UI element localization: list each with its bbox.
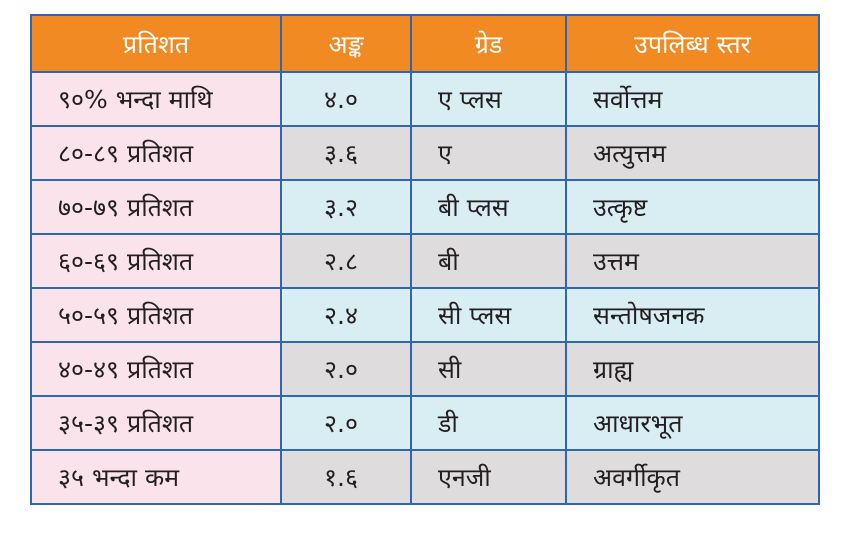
cell-percent: ६०-६९ प्रतिशत xyxy=(30,233,282,289)
header-grade: ग्रेड xyxy=(410,14,567,73)
table-row: ६०-६९ प्रतिशत २.८ बी उत्तम xyxy=(30,233,820,289)
cell-level: सर्वोत्तम xyxy=(565,71,820,127)
cell-percent: ४०-४९ प्रतिशत xyxy=(30,341,282,397)
header-points: अङ्क xyxy=(280,14,412,73)
cell-percent: ३५ भन्दा कम xyxy=(30,449,282,505)
table-body: ९०% भन्दा माथि ४.० ए प्लस सर्वोत्तम ८०-८… xyxy=(30,71,820,505)
table-row: ३५-३९ प्रतिशत २.० डी आधारभूत xyxy=(30,395,820,451)
table-row: ४०-४९ प्रतिशत २.० सी ग्राह्य xyxy=(30,341,820,397)
header-percent: प्रतिशत xyxy=(30,14,282,73)
table-header: प्रतिशत अङ्क ग्रेड उपलिब्ध स्तर xyxy=(30,14,820,73)
cell-grade: एनजी xyxy=(410,449,567,505)
cell-level: सन्तोषजनक xyxy=(565,287,820,343)
cell-grade: सी प्लस xyxy=(410,287,567,343)
cell-grade: बी xyxy=(410,233,567,289)
cell-points: २.० xyxy=(280,341,412,397)
table-row: ८०-८९ प्रतिशत ३.६ ए अत्युत्तम xyxy=(30,125,820,181)
header-level: उपलिब्ध स्तर xyxy=(565,14,820,73)
cell-points: २.८ xyxy=(280,233,412,289)
grading-table: प्रतिशत अङ्क ग्रेड उपलिब्ध स्तर ९०% भन्द… xyxy=(30,14,820,505)
cell-percent: ९०% भन्दा माथि xyxy=(30,71,282,127)
cell-points: २.० xyxy=(280,395,412,451)
cell-grade: सी xyxy=(410,341,567,397)
cell-percent: ३५-३९ प्रतिशत xyxy=(30,395,282,451)
cell-level: अत्युत्तम xyxy=(565,125,820,181)
table-row: ९०% भन्दा माथि ४.० ए प्लस सर्वोत्तम xyxy=(30,71,820,127)
cell-grade: बी प्लस xyxy=(410,179,567,235)
cell-points: २.४ xyxy=(280,287,412,343)
header-row: प्रतिशत अङ्क ग्रेड उपलिब्ध स्तर xyxy=(30,14,820,73)
table-row: ७०-७९ प्रतिशत ३.२ बी प्लस उत्कृष्ट xyxy=(30,179,820,235)
cell-percent: ८०-८९ प्रतिशत xyxy=(30,125,282,181)
cell-percent: ७०-७९ प्रतिशत xyxy=(30,179,282,235)
cell-level: अवर्गीकृत xyxy=(565,449,820,505)
cell-level: ग्राह्य xyxy=(565,341,820,397)
cell-percent: ५०-५९ प्रतिशत xyxy=(30,287,282,343)
cell-level: आधारभूत xyxy=(565,395,820,451)
cell-points: १.६ xyxy=(280,449,412,505)
table-row: ३५ भन्दा कम १.६ एनजी अवर्गीकृत xyxy=(30,449,820,505)
cell-points: ३.६ xyxy=(280,125,412,181)
table-row: ५०-५९ प्रतिशत २.४ सी प्लस सन्तोषजनक xyxy=(30,287,820,343)
cell-grade: ए xyxy=(410,125,567,181)
cell-grade: डी xyxy=(410,395,567,451)
cell-points: ३.२ xyxy=(280,179,412,235)
cell-points: ४.० xyxy=(280,71,412,127)
cell-level: उत्कृष्ट xyxy=(565,179,820,235)
cell-level: उत्तम xyxy=(565,233,820,289)
cell-grade: ए प्लस xyxy=(410,71,567,127)
